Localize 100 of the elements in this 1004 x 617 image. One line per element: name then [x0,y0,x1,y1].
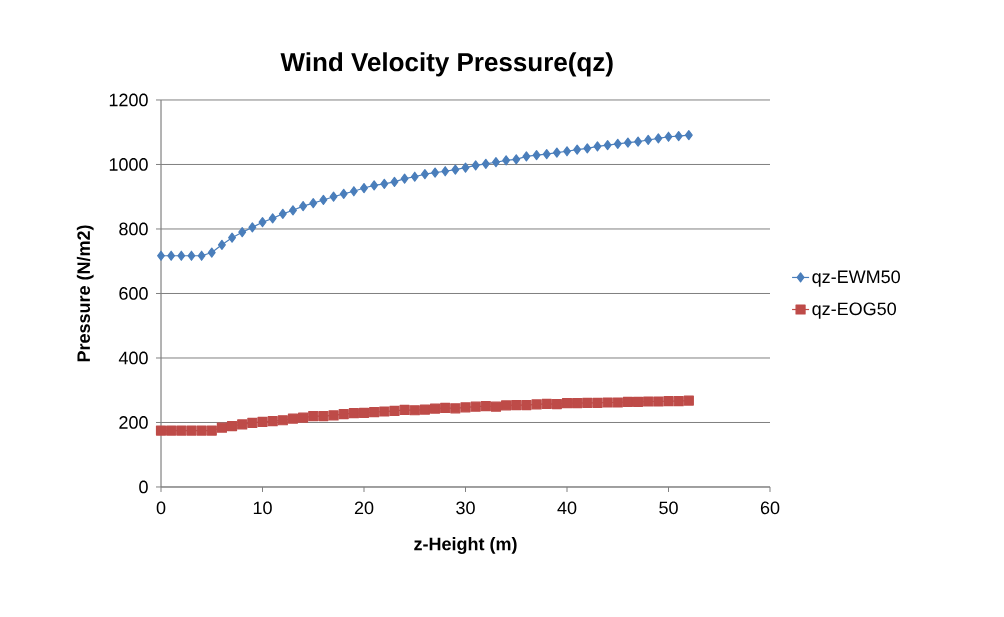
x-tick-label: 60 [760,501,780,515]
point [490,401,502,412]
point [349,186,358,197]
x-tick-label: 30 [456,501,475,515]
point [491,157,500,168]
point [196,425,207,436]
point [511,399,522,411]
point [603,140,612,151]
chart-title: Wind Velocity Pressure(qz) [280,52,613,77]
point [409,405,420,416]
point [572,398,583,409]
point [369,407,380,418]
point [673,396,684,407]
point [410,171,419,182]
point [451,164,460,175]
point [419,404,431,415]
point [187,250,196,261]
point [561,398,573,409]
point [216,422,228,433]
point [502,155,511,166]
point [389,405,400,416]
point [399,404,410,416]
point [512,154,521,165]
point [338,409,349,420]
point [287,413,299,424]
legend-label: qz-EOG50 [812,302,896,319]
point [643,396,654,407]
y-tick-label: 1000 [109,158,148,171]
point [328,410,339,421]
point [237,419,248,430]
point [167,250,176,261]
point [380,178,389,189]
point [532,150,541,161]
point [563,146,571,157]
point [420,169,429,180]
point [267,416,278,427]
point [309,198,318,209]
point [277,415,288,426]
point [308,410,319,422]
point [634,136,643,147]
point [480,400,491,412]
point [400,173,409,184]
point [521,399,532,411]
point [155,425,167,436]
point [440,402,451,414]
point [684,130,693,141]
point [319,194,328,206]
point [471,160,480,171]
point [186,425,197,436]
point [431,167,440,178]
point [257,416,268,427]
y-axis-title: Pressure (N/m2) [76,225,94,362]
point [358,407,370,418]
point [278,208,287,219]
point [207,247,216,258]
point [429,403,441,414]
point [501,400,512,411]
legend-label: qz-EWM50 [812,270,900,287]
point [258,217,267,228]
y-tick-label: 200 [119,416,148,429]
point [390,176,399,187]
y-tick-label: 1200 [109,93,148,107]
point [370,180,379,191]
point [288,205,297,216]
point [592,397,603,408]
y-tick-label: 600 [119,287,148,300]
point [318,410,329,422]
point [683,395,694,406]
point [177,250,186,261]
y-tick-label: 400 [118,351,148,365]
point [481,158,490,169]
point [248,222,257,233]
point [583,143,592,154]
point [653,396,664,407]
x-tick-label: 20 [354,501,374,515]
point [228,232,237,243]
point [654,133,663,144]
point [348,408,359,419]
point [644,134,653,146]
point [470,401,481,412]
point [441,166,450,177]
point [460,402,471,413]
point [602,397,613,408]
point [157,250,165,261]
point [593,141,602,152]
point [339,188,348,199]
point [663,396,674,407]
point [176,425,187,436]
x-tick-label: 50 [659,501,678,515]
point [226,420,238,432]
x-tick-label: 10 [253,501,272,515]
x-tick-label: 40 [557,501,577,515]
point [552,147,561,158]
point [613,138,622,149]
y-tick-label: 800 [119,222,148,236]
point [298,412,309,423]
point [664,131,673,142]
point [197,250,206,261]
point [299,200,308,212]
point [166,425,177,436]
